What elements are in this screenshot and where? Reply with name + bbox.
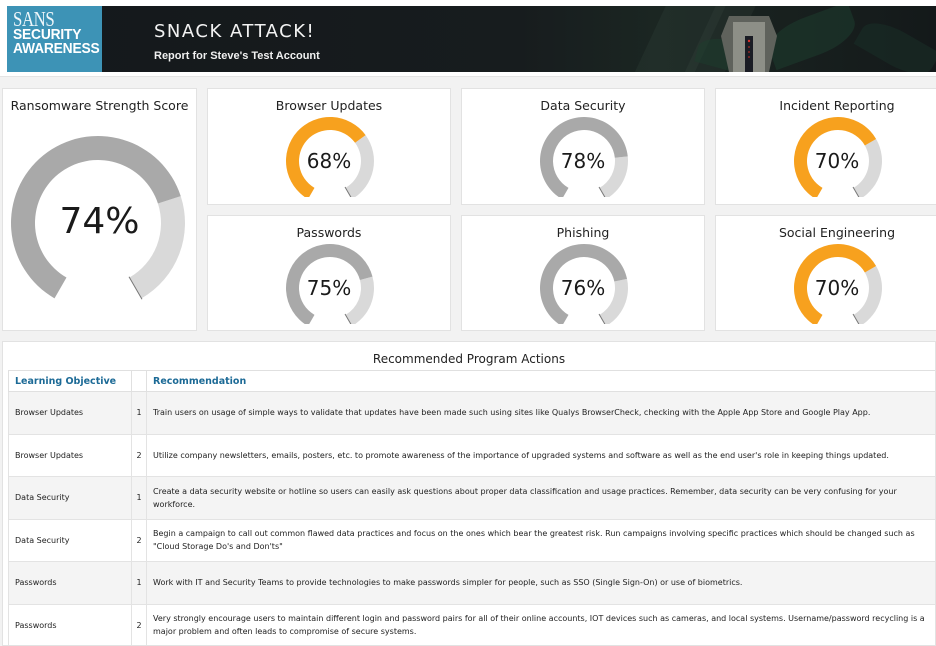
column-header-index[interactable]	[131, 370, 147, 392]
objective-cell: Passwords	[8, 603, 132, 645]
recommendation-cell: Very strongly encourage users to maintai…	[146, 603, 935, 645]
logo-sans: SANS	[13, 7, 55, 31]
recommended-actions-card: Recommended Program Actions Learning Obj…	[2, 341, 936, 646]
recommendation-cell: Begin a campaign to call out common flaw…	[146, 518, 935, 562]
column-header-recommendation[interactable]: Recommendation	[146, 370, 935, 392]
index-cell: 1	[131, 476, 147, 520]
table-row: Browser Updates 2 Utilize company newsle…	[8, 433, 935, 477]
index-cell: 2	[131, 433, 147, 477]
ransomware-score-gauge	[11, 135, 185, 300]
recommendation-cell: Work with IT and Security Teams to provi…	[146, 561, 935, 605]
ransomware-score-value: 74%	[59, 201, 140, 242]
gauge-title: Browser Updates	[275, 98, 383, 113]
decorative-leaf	[762, 6, 862, 71]
recommended-actions-title: Recommended Program Actions	[372, 352, 566, 366]
banner-image: SANS SECURITY AWARENESS SNACK ATTACK! Re…	[7, 6, 936, 72]
table-row: Browser Updates 1 Train users on usage o…	[8, 391, 935, 435]
recommended-actions-table: Learning Objective Recommendation Browse…	[8, 370, 935, 645]
passwords-gauge	[286, 244, 374, 324]
gauge-card-browser-updates: Browser Updates 68%	[207, 88, 451, 205]
gauge-value: 68%	[306, 149, 352, 173]
social-engineering-gauge	[794, 244, 882, 324]
gauge-title: Passwords	[296, 225, 362, 240]
index-cell: 1	[131, 391, 147, 435]
table-row: Passwords 2 Very strongly encourage user…	[8, 603, 935, 645]
table-row: Passwords 1 Work with IT and Security Te…	[8, 561, 935, 605]
recommendation-cell: Train users on usage of simple ways to v…	[146, 391, 935, 435]
gauge-title: Social Engineering	[778, 225, 896, 240]
index-cell: 2	[131, 603, 147, 645]
sans-security-awareness-logo: SANS SECURITY AWARENESS	[7, 6, 102, 72]
decorative-leaf	[853, 13, 936, 72]
ransomware-score-card: Ransomware Strength Score 74%	[2, 88, 197, 331]
vending-machine-icon	[721, 16, 777, 72]
gauge-value: 78%	[560, 149, 606, 173]
data-security-gauge	[540, 117, 628, 197]
browser-updates-gauge	[286, 117, 374, 197]
gauge-title: Incident Reporting	[779, 98, 895, 113]
logo-awareness: AWARENESS	[13, 40, 100, 57]
gauge-value: 75%	[306, 276, 352, 300]
index-cell: 2	[131, 518, 147, 562]
logo-security: SECURITY	[13, 26, 82, 43]
report-banner: SANS SECURITY AWARENESS SNACK ATTACK! Re…	[0, 0, 936, 77]
objective-cell: Browser Updates	[8, 433, 132, 477]
objective-cell: Data Security	[8, 518, 132, 562]
gauge-value: 70%	[814, 149, 860, 173]
gauge-title: Data Security	[540, 98, 626, 113]
table-row: Data Security 1 Create a data security w…	[8, 476, 935, 520]
gauge-card-social-engineering: Social Engineering 70%	[715, 215, 936, 331]
phishing-gauge	[540, 244, 628, 324]
table-header-row: Learning Objective Recommendation	[8, 370, 935, 392]
gauge-card-phishing: Phishing 76%	[461, 215, 705, 331]
objective-cell: Passwords	[8, 561, 132, 605]
objective-cell: Browser Updates	[8, 391, 132, 435]
report-title-block: SNACK ATTACK! Report for Steve's Test Ac…	[154, 21, 320, 62]
recommendation-cell: Utilize company newsletters, emails, pos…	[146, 433, 935, 477]
report-subtitle: Report for Steve's Test Account	[154, 50, 320, 62]
objective-cell: Data Security	[8, 476, 132, 520]
recommendation-cell: Create a data security website or hotlin…	[146, 476, 935, 520]
gauge-title: Phishing	[556, 225, 610, 240]
index-cell: 1	[131, 561, 147, 605]
table-row: Data Security 2 Begin a campaign to call…	[8, 518, 935, 562]
gauge-value: 70%	[814, 276, 860, 300]
gauge-card-incident-reporting: Incident Reporting 70%	[715, 88, 936, 205]
gauge-value: 76%	[560, 276, 606, 300]
incident-reporting-gauge	[794, 117, 882, 197]
gauge-card-passwords: Passwords 75%	[207, 215, 451, 331]
campaign-title: SNACK ATTACK!	[154, 21, 316, 42]
gauge-card-data-security: Data Security 78%	[461, 88, 705, 205]
ransomware-score-title: Ransomware Strength Score	[10, 98, 189, 113]
column-header-learning-objective[interactable]: Learning Objective	[8, 370, 132, 392]
